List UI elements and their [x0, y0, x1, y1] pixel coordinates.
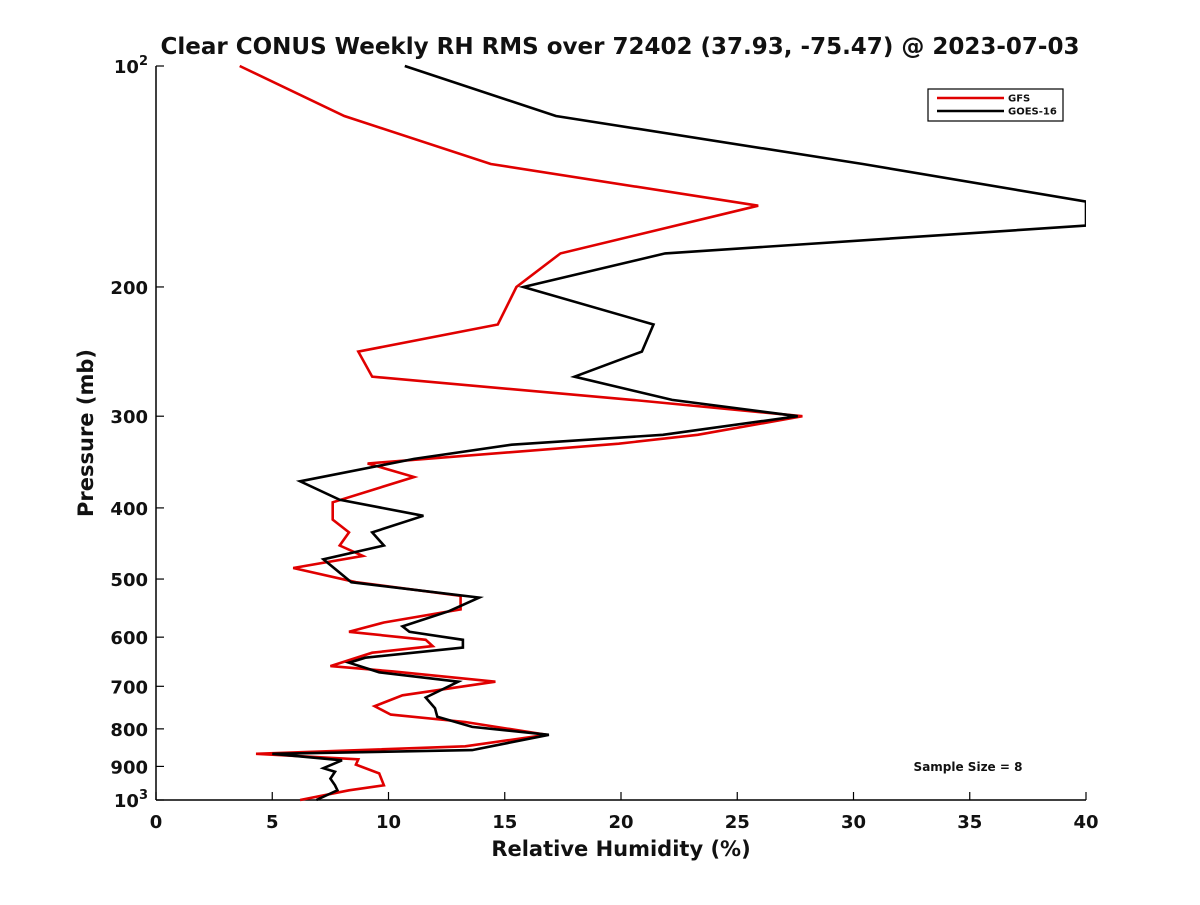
x-tick-label: 35 [957, 812, 982, 833]
x-axis-ticks: 0 5 10 15 20 25 30 35 40 [150, 792, 1099, 833]
y-tick-label: 200 [110, 278, 148, 299]
legend-label-goes16: GOES-16 [1008, 107, 1057, 118]
x-tick-label: 40 [1073, 812, 1098, 833]
legend-box [927, 88, 1064, 122]
x-tick-label: 5 [266, 812, 279, 833]
x-tick-label: 15 [492, 812, 517, 833]
x-tick-label: 30 [841, 812, 866, 833]
series-line-goes16 [272, 64, 1086, 802]
y-tick-label: 700 [110, 677, 148, 698]
x-tick-label: 25 [725, 812, 750, 833]
x-axis-label: Relative Humidity (%) [491, 837, 750, 861]
series-line-gfs [239, 64, 803, 802]
x-tick-label: 20 [608, 812, 633, 833]
x-tick-label: 0 [150, 812, 163, 833]
y-tick-label: 800 [110, 720, 148, 741]
y-tick-label: 103 [114, 788, 148, 812]
x-tick-label: 10 [376, 812, 401, 833]
chart-title: Clear CONUS Weekly RH RMS over 72402 (37… [161, 34, 1080, 60]
series-lines [239, 64, 1086, 802]
y-axis-ticks: 102 200 300 400 500 600 700 800 900 103 [110, 54, 164, 812]
sample-size-annotation: Sample Size = 8 [914, 760, 1023, 774]
y-tick-label: 102 [114, 54, 148, 78]
legend: GFS GOES-16 [927, 88, 1064, 122]
y-tick-label: 600 [110, 628, 148, 649]
y-tick-label: 400 [110, 499, 148, 520]
plot-area [155, 66, 1086, 801]
y-tick-label: 300 [110, 407, 148, 428]
legend-label-gfs: GFS [1008, 94, 1030, 105]
y-tick-label: 900 [110, 757, 148, 778]
y-tick-label: 500 [110, 570, 148, 591]
y-axis-label: Pressure (mb) [74, 349, 98, 517]
